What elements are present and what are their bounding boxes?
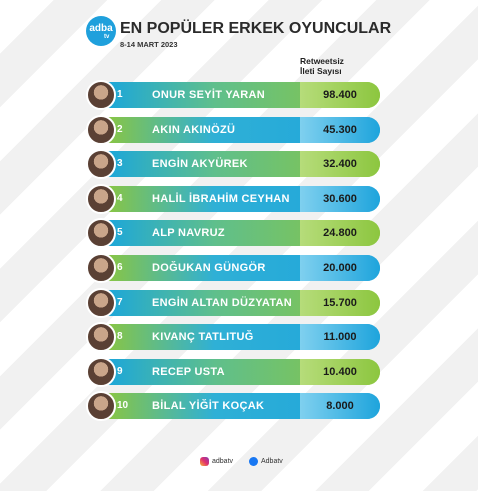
facebook-icon <box>249 457 258 466</box>
row-rank: 2 <box>117 123 123 135</box>
row-photo <box>86 80 116 110</box>
row-photo <box>86 391 116 422</box>
row-rank: 6 <box>117 262 123 273</box>
row-name: DOĞUKAN GÜNGÖR <box>152 262 266 274</box>
row-name: ENGİN AKYÜREK <box>152 158 248 171</box>
row-value: 32.400 <box>300 151 380 178</box>
column-title: Retweetsiz İleti Sayısı <box>300 56 344 76</box>
row-name: AKIN AKINÖZÜ <box>152 123 236 136</box>
row-photo <box>86 183 116 214</box>
row-name: KIVANÇ TATLITUĞ <box>152 331 254 344</box>
row-rank: 7 <box>117 296 123 308</box>
row-photo <box>86 287 116 318</box>
row-rank: 3 <box>117 158 123 170</box>
row-name: RECEP USTA <box>152 365 225 378</box>
row-rank: 4 <box>117 192 123 204</box>
row-name: ONUR SEYİT YARAN <box>152 89 265 101</box>
row-name: BİLAL YİĞİT KOÇAK <box>152 400 265 413</box>
row-value: 45.300 <box>300 116 380 143</box>
row-rank: 5 <box>117 227 123 239</box>
row-photo <box>86 149 116 180</box>
instagram-icon <box>200 457 209 466</box>
row-value: 11.000 <box>300 324 380 351</box>
row-photo <box>86 322 116 353</box>
instagram-handle: adbatv <box>212 458 234 465</box>
title: EN POPÜLER ERKEK OYUNCULAR <box>120 20 392 37</box>
row-rank: 8 <box>117 331 123 343</box>
row-photo <box>86 356 116 387</box>
row-value: 24.800 <box>300 220 380 247</box>
row-rank: 10 <box>117 400 129 412</box>
row-photo <box>86 218 116 249</box>
row-photo <box>86 253 116 283</box>
row-rank: 1 <box>117 89 123 100</box>
row-name: ALP NAVRUZ <box>152 227 225 240</box>
logo: adba <box>86 16 116 46</box>
facebook-handle: Adbatv <box>261 458 283 465</box>
row-name: HALİL İBRAHİM CEYHAN <box>152 192 290 205</box>
row-rank: 9 <box>117 365 123 377</box>
row-value: 15.700 <box>300 289 380 316</box>
logo-sub: tv <box>104 34 110 40</box>
row-value: 10.400 <box>300 358 380 385</box>
row-photo <box>86 114 116 145</box>
row-value: 98.400 <box>300 82 380 108</box>
date: 8-14 MART 2023 <box>120 40 178 49</box>
row-value: 30.600 <box>300 185 380 212</box>
row-value: 20.000 <box>300 255 380 281</box>
row-name: ENGİN ALTAN DÜZYATAN <box>152 296 293 309</box>
row-value: 8.000 <box>300 393 380 420</box>
